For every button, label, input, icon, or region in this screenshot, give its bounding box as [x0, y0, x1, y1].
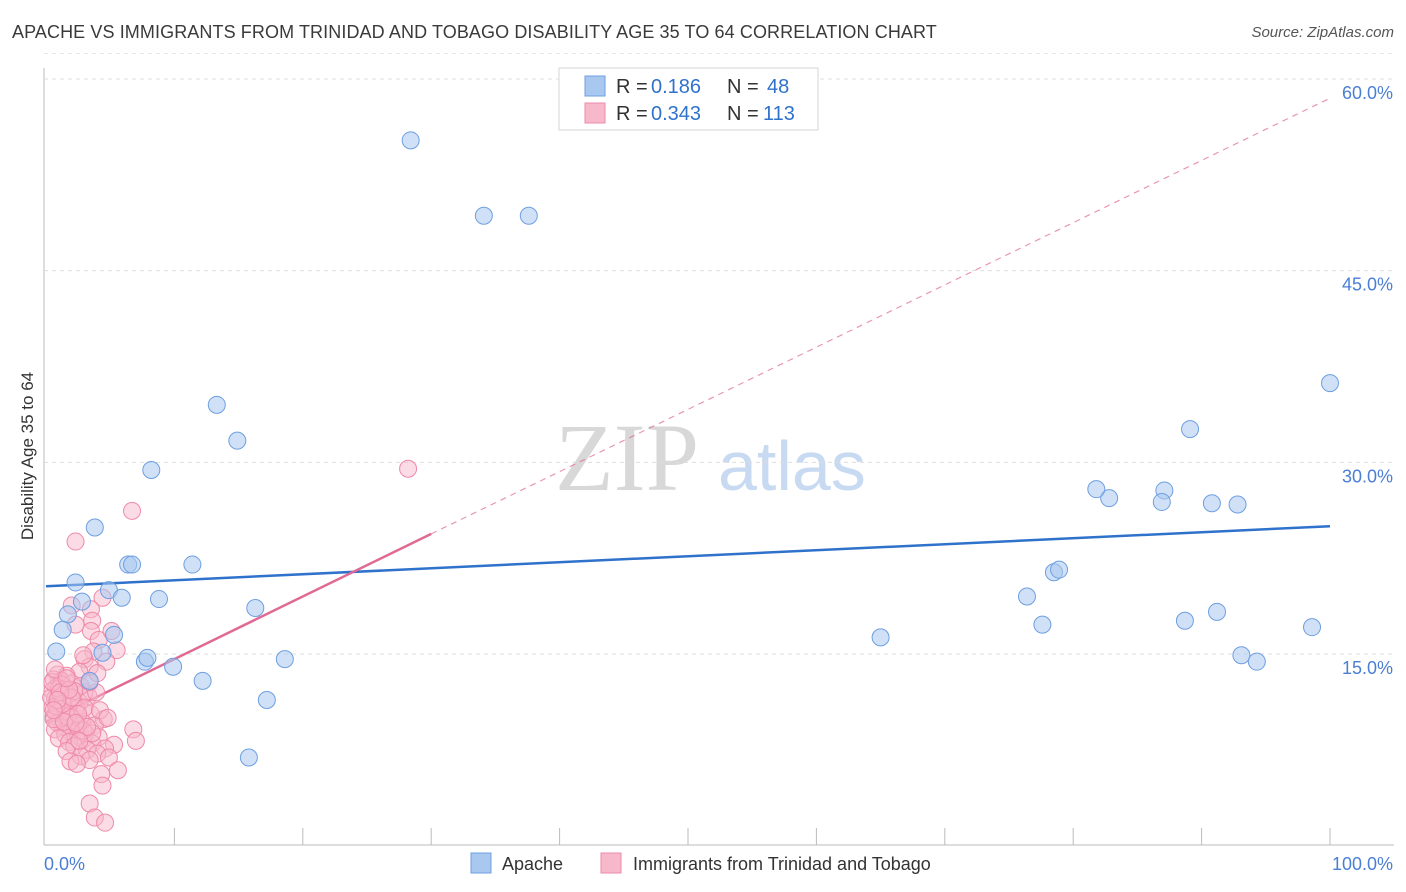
apache-point — [1033, 615, 1052, 634]
legend-swatch-tt — [584, 102, 606, 124]
legend-r-label-tt: R = — [616, 103, 648, 125]
apache-point — [1175, 611, 1194, 630]
apache-point — [123, 555, 142, 574]
tt-point — [96, 813, 115, 832]
y-tick-label-45: 45.0% — [1342, 275, 1393, 295]
tt-point — [99, 748, 118, 767]
trend-lines — [45, 97, 1331, 723]
apache-point — [53, 620, 72, 639]
apache-point — [93, 643, 112, 662]
legend-r-label-apache: R = — [616, 76, 648, 98]
apache-point — [257, 691, 276, 709]
apache-point — [80, 671, 99, 690]
stats-legend: R = 0.186 N = 48 R = 0.343 N = 113 — [558, 67, 819, 131]
apache-point — [1208, 602, 1227, 621]
y-axis-tick-labels: 15.0% 30.0% 45.0% 60.0% — [1342, 83, 1393, 678]
bottom-legend-label-apache: Apache — [502, 854, 563, 874]
bottom-legend-swatch-apache — [470, 852, 492, 874]
apache-point — [401, 131, 420, 150]
apache-point — [228, 431, 247, 450]
tt-point — [66, 532, 85, 551]
apache-trend-line — [45, 524, 1331, 588]
legend-n-label-apache: N = — [727, 76, 759, 98]
apache-point — [1232, 646, 1251, 665]
apache-point — [138, 648, 157, 667]
tt-point — [70, 731, 89, 750]
chart-title: APACHE VS IMMIGRANTS FROM TRINIDAD AND T… — [12, 22, 937, 42]
apache-point — [239, 748, 258, 767]
apache-point — [1202, 494, 1221, 513]
apache-point — [66, 573, 85, 592]
tt-point — [108, 761, 127, 780]
apache-point — [1228, 495, 1247, 514]
apache-point — [519, 206, 538, 225]
legend-n-value-tt: 113 — [763, 103, 795, 125]
bottom-legend-swatch-tt — [600, 852, 622, 874]
apache-point — [105, 625, 124, 644]
tt-point — [74, 646, 93, 665]
apache-point — [474, 206, 493, 225]
tt-point — [57, 669, 76, 688]
apache-point — [112, 588, 131, 607]
apache-point — [58, 605, 77, 624]
apache-point — [1181, 420, 1200, 439]
source-credit: Source: ZipAtlas.com — [1251, 24, 1394, 41]
apache-point — [1247, 652, 1266, 671]
tt-point — [44, 701, 63, 720]
legend-swatch-apache — [584, 75, 606, 97]
tt-point — [67, 754, 86, 773]
legend-n-label-tt: N = — [727, 103, 759, 125]
apache-point — [142, 461, 161, 479]
apache-point — [1017, 587, 1036, 606]
x-tick-label-0: 0.0% — [44, 854, 85, 874]
tt-trend-line — [45, 532, 432, 723]
apache-point — [207, 395, 226, 414]
x-tick-label-100: 100.0% — [1332, 854, 1393, 874]
series-legend: Apache Immigrants from Trinidad and Toba… — [470, 852, 931, 874]
legend-n-value-apache: 48 — [767, 76, 789, 98]
tt-point — [66, 714, 85, 732]
legend-r-value-apache: 0.186 — [651, 76, 701, 98]
y-tick-label-15: 15.0% — [1342, 658, 1393, 678]
apache-point — [1321, 374, 1339, 393]
apache-point — [246, 599, 265, 617]
apache-point — [72, 592, 91, 611]
tt-point — [123, 501, 142, 520]
tt-point — [399, 459, 418, 478]
tt-point — [93, 776, 112, 795]
y-tick-label-60: 60.0% — [1342, 83, 1393, 103]
bottom-legend-label-tt: Immigrants from Trinidad and Tobago — [633, 854, 931, 874]
apache-point — [1050, 560, 1069, 579]
apache-point — [193, 671, 212, 690]
tt-point — [98, 708, 117, 727]
watermark: ZIP atlas — [555, 404, 866, 511]
apache-point — [47, 642, 66, 661]
apache-points — [47, 131, 1339, 767]
tt-point — [126, 731, 145, 750]
tt-trend-line-extension — [430, 97, 1331, 535]
watermark-zip: ZIP — [555, 404, 699, 511]
watermark-atlas: atlas — [718, 427, 866, 505]
apache-point — [85, 518, 104, 537]
apache-point — [183, 555, 202, 574]
apache-point — [871, 628, 890, 647]
apache-point — [1152, 492, 1171, 511]
y-tick-label-30: 30.0% — [1342, 466, 1393, 486]
apache-point — [275, 650, 294, 669]
apache-point — [1087, 480, 1106, 499]
apache-point — [1100, 489, 1119, 508]
apache-point — [149, 590, 168, 609]
x-axis-ticks — [173, 828, 1331, 845]
gridlines — [44, 52, 1394, 655]
y-axis-label: Disability Age 35 to 64 — [18, 372, 37, 540]
apache-point — [1303, 618, 1322, 637]
legend-r-value-tt: 0.343 — [651, 103, 701, 125]
apache-point — [164, 657, 183, 676]
